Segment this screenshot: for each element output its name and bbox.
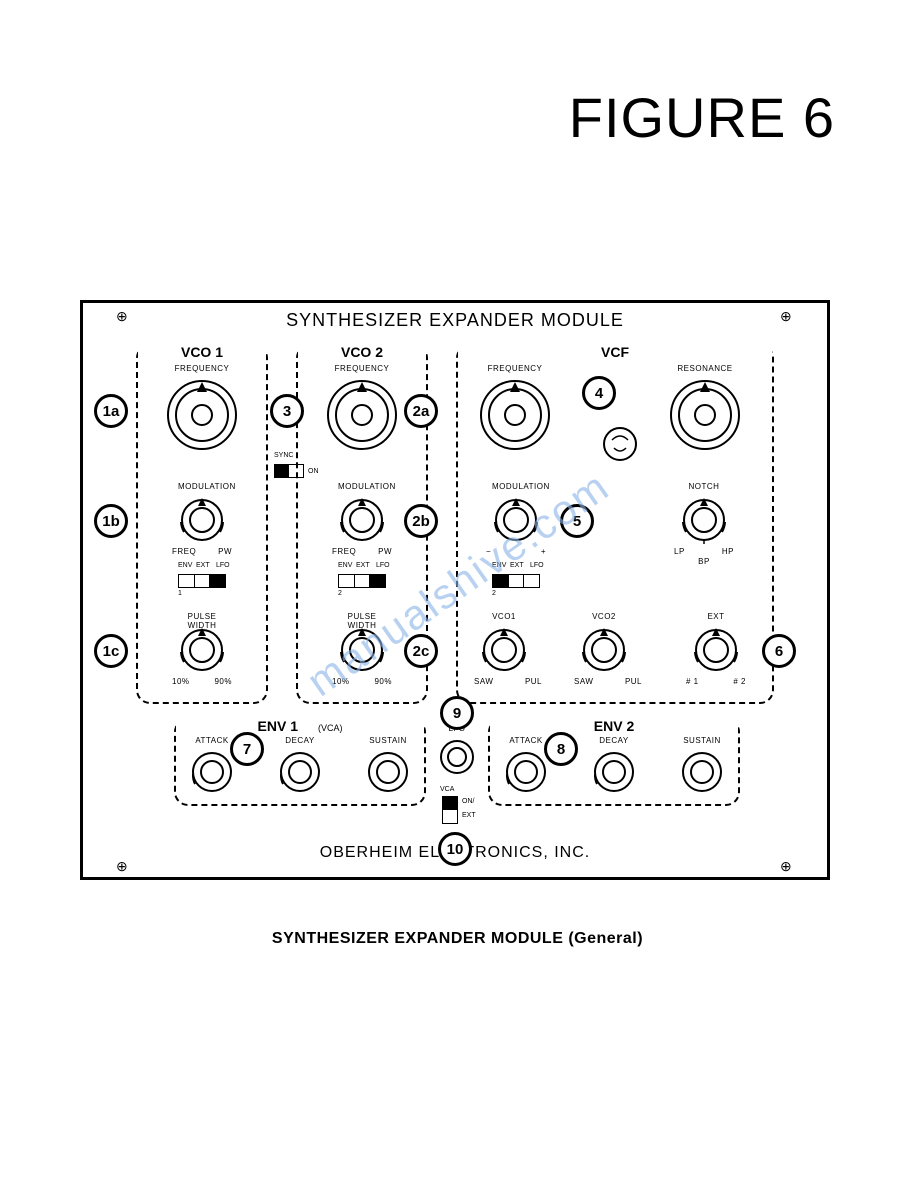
- callout-6: 6: [762, 634, 796, 668]
- callout-2c: 2c: [404, 634, 438, 668]
- callout-4: 4: [582, 376, 616, 410]
- section-title-vcf: VCF: [458, 344, 772, 360]
- switch-vca[interactable]: [442, 796, 458, 824]
- callout-2b: 2b: [404, 504, 438, 538]
- switch-sync[interactable]: [274, 464, 304, 478]
- knob-vcf-vco2[interactable]: VCO2 SAW PUL: [580, 626, 628, 674]
- knob-vco2-pulsewidth[interactable]: PULSE WIDTH 10% 90%: [338, 626, 386, 674]
- callout-1c: 1c: [94, 634, 128, 668]
- knob-env1-attack[interactable]: ATTACK: [190, 750, 234, 794]
- knob-vco1-frequency[interactable]: FREQUENCY: [165, 378, 239, 452]
- figure-caption: SYNTHESIZER EXPANDER MODULE (General): [0, 930, 915, 948]
- callout-5: 5: [560, 504, 594, 538]
- knob-vcf-vco1[interactable]: VCO1 SAW PUL: [480, 626, 528, 674]
- knob-vco2-modulation[interactable]: MODULATION FREQ PW: [338, 496, 386, 544]
- callout-10: 10: [438, 832, 472, 866]
- callout-9: 9: [440, 696, 474, 730]
- switch-vcf-mod[interactable]: [492, 574, 540, 588]
- knob-vcf-modulation[interactable]: MODULATION − +: [492, 496, 540, 544]
- switch-vco2-mod[interactable]: [338, 574, 386, 588]
- section-title-vco2: VCO 2: [298, 344, 426, 360]
- knob-vco1-pulsewidth[interactable]: PULSE WIDTH 10% 90%: [178, 626, 226, 674]
- section-title-env1: ENV 1(VCA): [176, 718, 424, 734]
- callout-8: 8: [544, 732, 578, 766]
- page-title: FIGURE 6: [569, 85, 835, 150]
- knob-vcf-frequency[interactable]: FREQUENCY: [478, 378, 552, 452]
- label-sync-on: ON: [308, 468, 319, 475]
- knob-env2-attack[interactable]: ATTACK: [504, 750, 548, 794]
- callout-7: 7: [230, 732, 264, 766]
- panel-title: SYNTHESIZER EXPANDER MODULE: [80, 310, 830, 331]
- section-title-vco1: VCO 1: [138, 344, 266, 360]
- knob-vcf-notch[interactable]: NOTCH LP HP BP: [680, 496, 728, 544]
- panel-container: SYNTHESIZER EXPANDER MODULE VCO 1 VCO 2 …: [80, 300, 830, 880]
- knob-vcf-resonance[interactable]: RESONANCE: [668, 378, 742, 452]
- knob-vcf-ext[interactable]: EXT # 1 # 2: [692, 626, 740, 674]
- callout-1a: 1a: [94, 394, 128, 428]
- label-sync: SYNC: [274, 452, 293, 459]
- switch-vco1-mod[interactable]: [178, 574, 226, 588]
- callout-1b: 1b: [94, 504, 128, 538]
- knob-env2-decay[interactable]: DECAY: [592, 750, 636, 794]
- knob-env1-decay[interactable]: DECAY: [278, 750, 322, 794]
- logo-icon: [602, 426, 638, 462]
- section-title-env2: ENV 2: [490, 718, 738, 734]
- callout-2a: 2a: [404, 394, 438, 428]
- callout-3: 3: [270, 394, 304, 428]
- knob-env2-sustain[interactable]: SUSTAIN: [680, 750, 724, 794]
- knob-lfo[interactable]: LFO: [438, 738, 476, 776]
- knob-vco1-modulation[interactable]: MODULATION FREQ PW: [178, 496, 226, 544]
- knob-env1-sustain[interactable]: SUSTAIN: [366, 750, 410, 794]
- knob-vco2-frequency[interactable]: FREQUENCY: [325, 378, 399, 452]
